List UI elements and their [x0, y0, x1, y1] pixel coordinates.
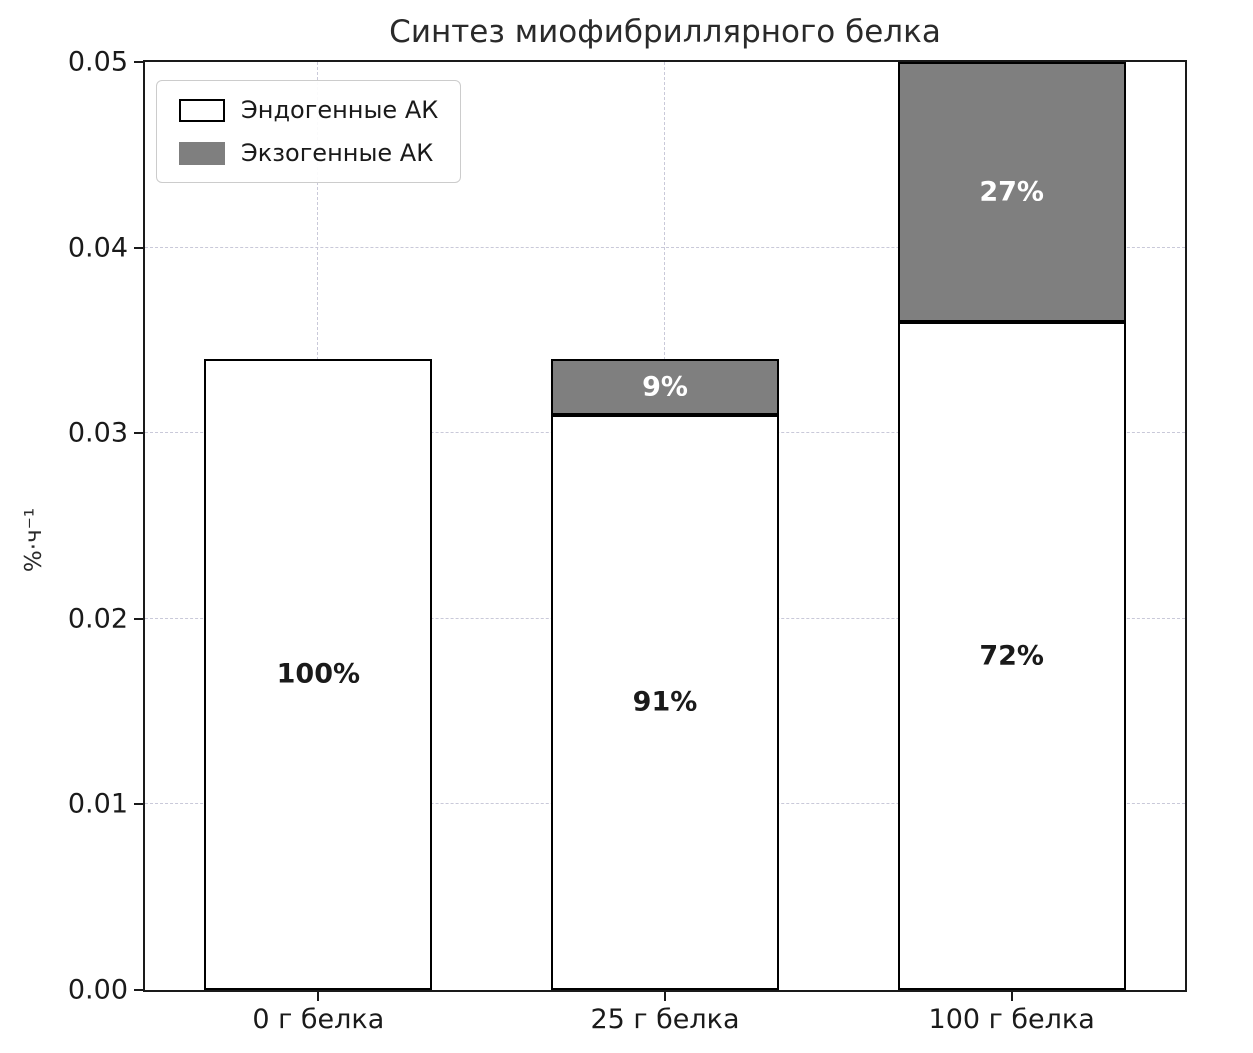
- plot-area: 100% 91% 9% 72% 27%: [143, 60, 1187, 992]
- legend-item-endogenous: Эндогенные АК: [179, 96, 438, 124]
- legend-swatch-exogenous-icon: [179, 141, 225, 165]
- x-tick-label: 100 г белка: [928, 1004, 1095, 1035]
- x-tick-label: 0 г белка: [252, 1004, 385, 1035]
- legend: Эндогенные АК Экзогенные АК: [156, 80, 462, 183]
- bar-segment-endogenous: [551, 414, 779, 990]
- y-tick-mark: [134, 246, 143, 249]
- y-tick-label: 0.04: [67, 232, 128, 264]
- bar-segment-exogenous: [897, 62, 1126, 322]
- y-tick-mark: [134, 617, 143, 620]
- legend-item-exogenous: Экзогенные АК: [179, 139, 438, 167]
- y-tick-label: 0.01: [67, 788, 128, 820]
- chart-title: Синтез миофибриллярного белка: [389, 14, 941, 50]
- legend-label-exogenous: Экзогенные АК: [241, 139, 434, 167]
- legend-swatch-endogenous-icon: [179, 98, 225, 122]
- bar-value-label: 27%: [979, 176, 1044, 208]
- y-axis-label: %·ч⁻¹: [21, 507, 47, 573]
- legend-label-endogenous: Эндогенные АК: [241, 96, 439, 124]
- bar-segment-exogenous: [551, 358, 779, 415]
- bar-segment-endogenous: [204, 358, 433, 990]
- y-tick-label: 0.05: [67, 46, 128, 78]
- x-tick-mark: [317, 992, 320, 1001]
- x-tick-mark: [664, 992, 666, 1001]
- y-tick-mark: [134, 989, 143, 991]
- bar-segment-endogenous: [897, 321, 1126, 990]
- bar-value-label: 100%: [276, 658, 361, 690]
- y-tick-mark: [134, 803, 143, 806]
- y-gridline: [145, 246, 1185, 248]
- y-tick-mark: [134, 61, 143, 63]
- y-tick-label: 0.03: [67, 417, 128, 449]
- bar-value-label: 9%: [642, 371, 688, 403]
- y-tick-label: 0.02: [67, 603, 128, 635]
- x-tick-mark: [1010, 992, 1013, 1001]
- bar-value-label: 72%: [979, 640, 1044, 672]
- bar-value-label: 91%: [632, 686, 698, 718]
- y-tick-label: 0.00: [67, 974, 128, 1006]
- x-tick-label: 25 г белка: [590, 1004, 740, 1035]
- y-tick-mark: [134, 432, 143, 435]
